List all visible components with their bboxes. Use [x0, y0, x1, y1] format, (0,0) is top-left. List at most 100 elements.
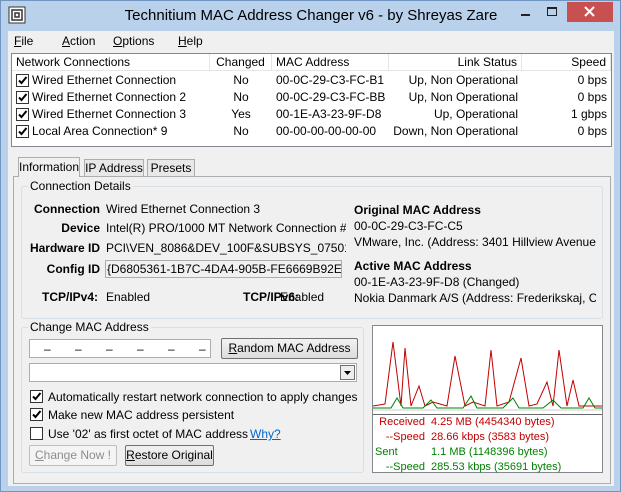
button-label: Restore Original: [126, 448, 213, 462]
field-label: Hardware ID: [29, 241, 100, 255]
option-label: Use '02' as first octet of MAC address: [48, 427, 248, 441]
restore-button[interactable]: Restore Original: [125, 445, 214, 466]
field-label: Connection: [34, 202, 100, 216]
cell: No: [233, 73, 249, 87]
traffic-graph: [373, 341, 602, 411]
stat-value: 285.53 kbps (35691 bytes): [431, 461, 562, 473]
cell: Wired Ethernet Connection: [32, 73, 177, 87]
cell: Down, Non Operational: [393, 124, 518, 138]
cell: Wired Ethernet Connection 2: [32, 90, 187, 104]
cell: Up, Non Operational: [408, 73, 518, 87]
column-header: Speed: [522, 54, 611, 71]
field-value: Enabled: [106, 290, 151, 304]
cell: 0 bps: [577, 124, 607, 138]
menu-item[interactable]: Action: [62, 34, 96, 48]
option-label: Automatically restart network connection…: [48, 390, 358, 404]
app-icon: [8, 6, 26, 24]
tab[interactable]: Information: [18, 157, 80, 177]
change-group: Change MAC Address – – – – – – Random MAC Add…: [21, 320, 364, 473]
random-mac-button[interactable]: Random MAC Address: [221, 338, 358, 359]
why-link[interactable]: Why?: [250, 427, 281, 441]
cell: Up, Non Operational: [408, 90, 518, 104]
active-heading: Active MAC Address: [354, 259, 472, 273]
group-legend: Connection Details: [28, 179, 133, 193]
cell: Yes: [231, 107, 251, 121]
field-label: TCP/IPv6:: [242, 290, 299, 304]
stat-label: Received: [379, 416, 425, 428]
mac-octet-placeholder: –: [168, 342, 175, 356]
original-vendor: VMware, Inc. (Address: 3401 Hillview Ave…: [354, 235, 596, 249]
field-value: Intel(R) PRO/1000 MT Network Connection …: [106, 221, 346, 235]
cell: 1 gbps: [570, 107, 607, 121]
cell: Wired Ethernet Connection 3: [32, 107, 187, 121]
menu-item[interactable]: File: [14, 34, 34, 48]
connection-row[interactable]: Wired Ethernet Connection 3 Yes 00-1E-A3-2…: [12, 106, 611, 123]
menu-bar: File Action Options Help: [8, 31, 614, 51]
connection-list: Network Connections Changed MAC Address Lin…: [11, 53, 612, 147]
cell: 00-0C-29-C3-FC-BB: [276, 90, 386, 104]
connection-row[interactable]: Wired Ethernet Connection No 00-0C-29-C3-F…: [12, 72, 611, 89]
cell: 0 bps: [577, 73, 607, 87]
active-vendor: Nokia Danmark A/S (Address: Frederikskaj…: [354, 291, 596, 305]
mac-octet-placeholder: –: [137, 342, 144, 356]
stat-label: --Speed: [385, 431, 425, 443]
checkbox[interactable]: [16, 74, 29, 87]
tab[interactable]: Presets: [147, 159, 195, 177]
group-legend: Change MAC Address: [28, 320, 151, 334]
tab[interactable]: IP Address: [84, 159, 144, 177]
mac-input[interactable]: – – – – – –: [29, 339, 211, 358]
preset-combo[interactable]: [29, 363, 357, 382]
stat-label: Sent: [375, 446, 398, 458]
minimize-button[interactable]: [512, 2, 539, 22]
checkbox[interactable]: [16, 125, 29, 138]
checkbox[interactable]: [30, 390, 43, 403]
change-now-button[interactable]: Change Now !: [29, 445, 117, 466]
cell: 00-1E-A3-23-9F-D8: [276, 107, 382, 121]
mac-octet-placeholder: –: [106, 342, 113, 356]
combo-arrow[interactable]: [340, 365, 355, 380]
cell: 0 bps: [577, 90, 607, 104]
cell: Local Area Connection* 9: [32, 124, 168, 138]
original-heading: Original MAC Address: [354, 203, 481, 217]
details-group: Connection Details Connection Wired Ether…: [21, 179, 603, 319]
column-header: MAC Address: [272, 54, 389, 71]
cell: No: [233, 90, 249, 104]
column-header: Changed: [210, 54, 272, 71]
mac-octet-placeholder: –: [75, 342, 82, 356]
connection-row[interactable]: Wired Ethernet Connection 2 No 00-0C-29-C3…: [12, 89, 611, 106]
traffic-panel: Received 4.25 MB (4454340 bytes) --Speed 28…: [372, 325, 603, 473]
field-label: TCP/IPv4:: [41, 290, 98, 304]
checkbox[interactable]: [30, 427, 43, 440]
field-value: PCI\VEN_8086&DEV_100F&SUBSYS_075015AD: [106, 241, 346, 255]
original-mac: 00-0C-29-C3-FC-C5: [354, 219, 463, 233]
field-value: Wired Ethernet Connection 3: [106, 202, 261, 216]
field-label: Config ID: [46, 262, 100, 276]
mac-octet-placeholder: –: [199, 342, 206, 356]
checkbox[interactable]: [16, 91, 29, 104]
tab-panel: Connection Details Connection Wired Ether…: [13, 176, 611, 484]
close-button[interactable]: [567, 2, 613, 22]
list-rows: Wired Ethernet Connection No 00-0C-29-C3-F…: [12, 72, 611, 146]
button-label: Random MAC Address: [228, 341, 351, 355]
maximize-button[interactable]: [539, 2, 566, 22]
stat-label: --Speed: [385, 461, 425, 473]
cell: 00-00-00-00-00-00: [276, 124, 377, 138]
stat-value: 4.25 MB (4454340 bytes): [431, 416, 555, 428]
window-title: Technitium MAC Address Changer v6 - by S…: [124, 7, 498, 24]
active-mac: 00-1E-A3-23-9F-D8 (Changed): [354, 275, 520, 289]
list-header: Network Connections Changed MAC Address Lin…: [12, 54, 611, 71]
menu-item[interactable]: Help: [178, 34, 203, 48]
checkbox[interactable]: [16, 108, 29, 121]
field-label: Device: [61, 221, 100, 235]
column-header: Network Connections: [12, 54, 210, 71]
column-header: Link Status: [389, 54, 522, 71]
button-label: Change Now !: [34, 448, 112, 462]
menu-item[interactable]: Options: [113, 34, 155, 48]
connection-row[interactable]: Local Area Connection* 9 No 00-00-00-00-00…: [12, 123, 611, 140]
tab-strip: Information IP Address Presets: [18, 157, 318, 177]
client-area: File Action Options Help Network Connection…: [8, 31, 614, 486]
cell: No: [233, 124, 249, 138]
option-label: Make new MAC address persistent: [48, 408, 235, 422]
checkbox[interactable]: [30, 408, 43, 421]
